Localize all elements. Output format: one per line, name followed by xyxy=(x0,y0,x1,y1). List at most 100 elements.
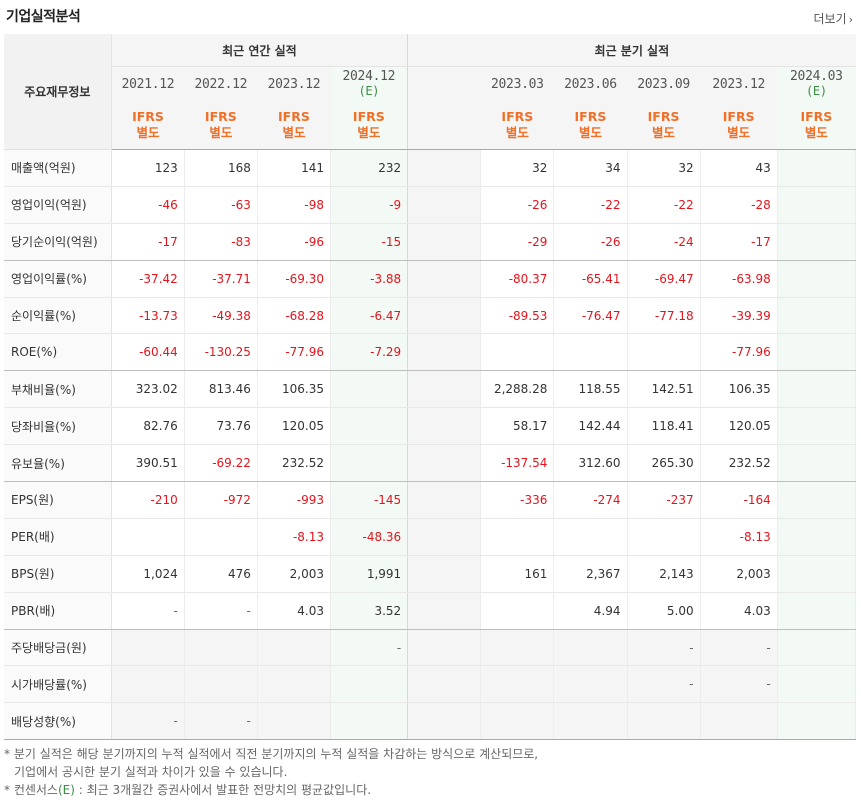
cell-quarter xyxy=(480,629,555,667)
cell-annual xyxy=(257,629,332,667)
row-label: 당기순이익(억원) xyxy=(4,223,112,261)
cell-quarter xyxy=(480,518,555,556)
cell-annual: -7.29 xyxy=(330,333,409,372)
cell-quarter xyxy=(553,333,628,372)
cell-quarter xyxy=(480,702,555,741)
footnote-2-mark: (E) xyxy=(57,783,75,797)
table-row: 매출액(억원) 123 168 141 232 32 34 32 43 xyxy=(4,149,857,187)
cell-annual: -6.47 xyxy=(330,297,409,335)
cell-quarter: -24 xyxy=(627,223,701,261)
table-row: 영업이익률(%) -37.42 -37.71 -69.30 -3.88 -80.37 -65… xyxy=(4,260,857,298)
cell-quarter: -26 xyxy=(553,223,628,261)
cell-quarter: -77.96 xyxy=(700,333,778,372)
period-label: 2023.03 xyxy=(490,76,544,92)
cell-quarter xyxy=(627,333,701,372)
table-row: BPS(원) 1,024 476 2,003 1,991 161 2,367 2,143 2,0… xyxy=(4,555,857,593)
table-row: 당기순이익(억원) -17 -83 -96 -15 -29 -26 -24 -17 xyxy=(4,223,857,261)
cell-annual: -63 xyxy=(184,186,258,224)
row-label: 시가배당률(%) xyxy=(4,665,112,704)
cell-quarter xyxy=(553,665,628,704)
cell-annual: -972 xyxy=(184,481,258,519)
cell-annual: -69.22 xyxy=(184,444,258,483)
standard-annual-2: IFRS 별도 xyxy=(257,101,331,150)
standard-annual-3: IFRS 별도 xyxy=(330,101,409,150)
standard-ifrs: IFRS xyxy=(204,109,237,124)
cell-quarter xyxy=(700,702,778,741)
annual-group-header: 최근 연간 실적 xyxy=(111,34,409,67)
row-header-label: 주요재무정보 xyxy=(4,34,112,150)
cell-gap xyxy=(407,481,482,519)
cell-quarter: -63.98 xyxy=(700,260,778,298)
cell-quarter xyxy=(777,702,857,741)
cell-quarter: 32 xyxy=(627,149,701,187)
cell-gap xyxy=(407,260,482,298)
cell-quarter: 2,288.28 xyxy=(480,370,555,409)
cell-annual xyxy=(330,370,409,409)
standard-ifrs: IFRS xyxy=(132,109,164,124)
period-quarter-3: 2023.12 xyxy=(700,67,777,102)
cell-quarter xyxy=(777,592,857,630)
standard-ifrs: IFRS xyxy=(800,109,833,124)
cell-quarter: 4.94 xyxy=(553,592,628,630)
cell-quarter: 2,003 xyxy=(700,555,778,593)
footnotes: * 분기 실적은 해당 분기까지의 누적 실적에서 직전 분기까지의 누적 실적… xyxy=(4,745,538,799)
row-label: 순이익률(%) xyxy=(4,297,112,335)
cell-quarter: 118.41 xyxy=(627,407,701,446)
cell-quarter: 2,143 xyxy=(627,555,701,593)
cell-quarter xyxy=(777,149,857,187)
section-header: 기업실적분석 더보기 › xyxy=(0,0,861,34)
row-label: 유보율(%) xyxy=(4,444,112,483)
cell-annual: - xyxy=(111,702,185,741)
cell-quarter: 118.55 xyxy=(553,370,628,409)
cell-quarter: - xyxy=(627,665,701,704)
standard-separate: 별도 xyxy=(505,125,529,140)
standard-ifrs: IFRS xyxy=(574,109,607,124)
cell-quarter: - xyxy=(700,665,778,704)
cell-annual: -17 xyxy=(111,223,185,261)
period-annual-2: 2023.12 xyxy=(257,67,330,102)
standard-ifrs: IFRS xyxy=(647,109,680,124)
cell-annual: -3.88 xyxy=(330,260,409,298)
cell-quarter: -76.47 xyxy=(553,297,628,335)
period-quarter-4: 2024.03 (E) xyxy=(777,66,856,101)
cell-quarter: 2,367 xyxy=(553,555,628,593)
table-row: 배당성향(%) - - xyxy=(4,702,857,741)
cell-annual: -8.13 xyxy=(257,518,332,556)
cell-quarter: 4.03 xyxy=(700,592,778,630)
cell-annual: 3.52 xyxy=(330,592,409,630)
cell-annual: - xyxy=(184,592,258,630)
cell-annual: -46 xyxy=(111,186,185,224)
table-row: 유보율(%) 390.51 -69.22 232.52 -137.54 312.60 265… xyxy=(4,444,857,483)
cell-annual: - xyxy=(111,592,185,630)
table-row: 주당배당금(원) - - - xyxy=(4,629,857,667)
cell-quarter xyxy=(777,333,857,372)
cell-gap xyxy=(407,444,482,483)
cell-annual: 232.52 xyxy=(257,444,332,483)
financial-table: 주요재무정보 최근 연간 실적 최근 분기 실적 2021.12 2022.12 2… xyxy=(4,34,857,741)
cell-gap xyxy=(407,149,482,187)
table-row: 시가배당률(%) - - xyxy=(4,665,857,704)
standard-separate: 별도 xyxy=(804,125,828,140)
cell-gap xyxy=(407,592,482,630)
row-label: BPS(원) xyxy=(4,555,112,593)
cell-gap xyxy=(407,629,482,667)
standard-quarter-4: IFRS 별도 xyxy=(777,101,856,150)
cell-quarter: 5.00 xyxy=(627,592,701,630)
footnote-2-prefix: * 컨센서스 xyxy=(4,783,58,797)
standard-gap xyxy=(407,101,481,150)
row-label: 배당성향(%) xyxy=(4,702,112,741)
table-row: 부채비율(%) 323.02 813.46 106.35 2,288.28 118.55 1… xyxy=(4,370,857,409)
cell-quarter: -39.39 xyxy=(700,297,778,335)
cell-quarter: 265.30 xyxy=(627,444,701,483)
cell-annual: -83 xyxy=(184,223,258,261)
cell-annual xyxy=(184,518,258,556)
cell-quarter: 58.17 xyxy=(480,407,555,446)
cell-annual xyxy=(330,407,409,446)
period-label: 2023.12 xyxy=(267,76,321,92)
cell-quarter xyxy=(777,555,857,593)
more-link[interactable]: 더보기 › xyxy=(813,10,853,27)
standard-ifrs: IFRS xyxy=(278,109,310,124)
period-annual-1: 2022.12 xyxy=(184,67,257,102)
period-gap xyxy=(408,67,481,102)
cell-gap xyxy=(407,665,482,704)
